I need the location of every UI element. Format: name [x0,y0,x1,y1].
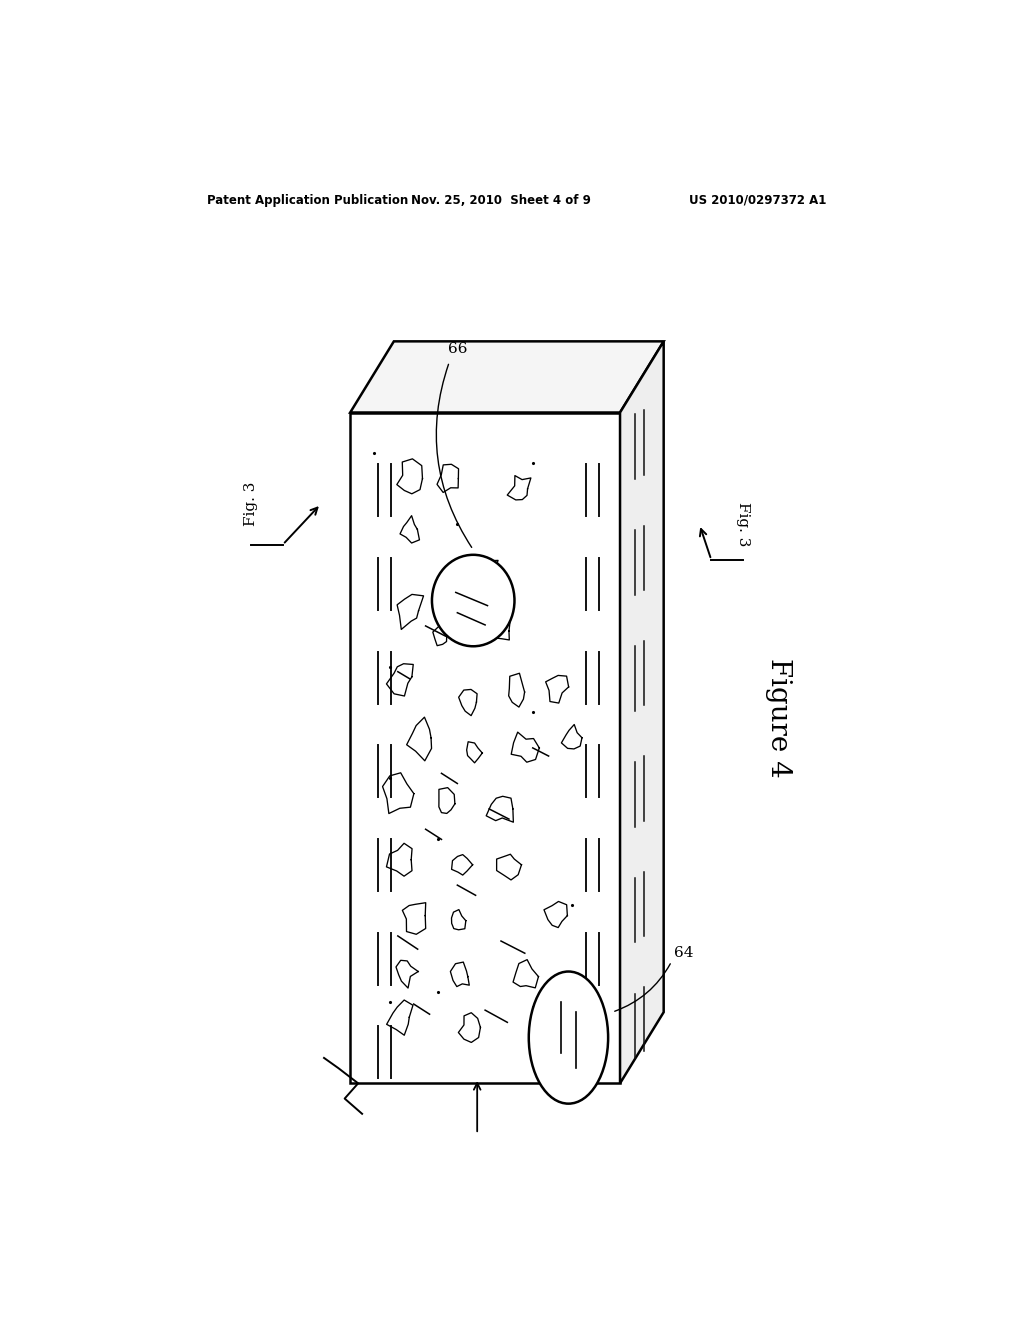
Polygon shape [620,342,664,1084]
Text: Patent Application Publication: Patent Application Publication [207,194,409,206]
Text: Fig. 3: Fig. 3 [736,502,750,546]
Text: Nov. 25, 2010  Sheet 4 of 9: Nov. 25, 2010 Sheet 4 of 9 [411,194,591,206]
Text: US 2010/0297372 A1: US 2010/0297372 A1 [689,194,826,206]
Polygon shape [350,342,664,412]
Text: Fig. 3: Fig. 3 [244,482,258,527]
Ellipse shape [432,554,514,647]
Ellipse shape [528,972,608,1104]
Text: 64: 64 [674,946,693,960]
Polygon shape [350,412,620,1084]
Text: Figure 4: Figure 4 [765,657,793,777]
Text: 66: 66 [447,342,467,356]
